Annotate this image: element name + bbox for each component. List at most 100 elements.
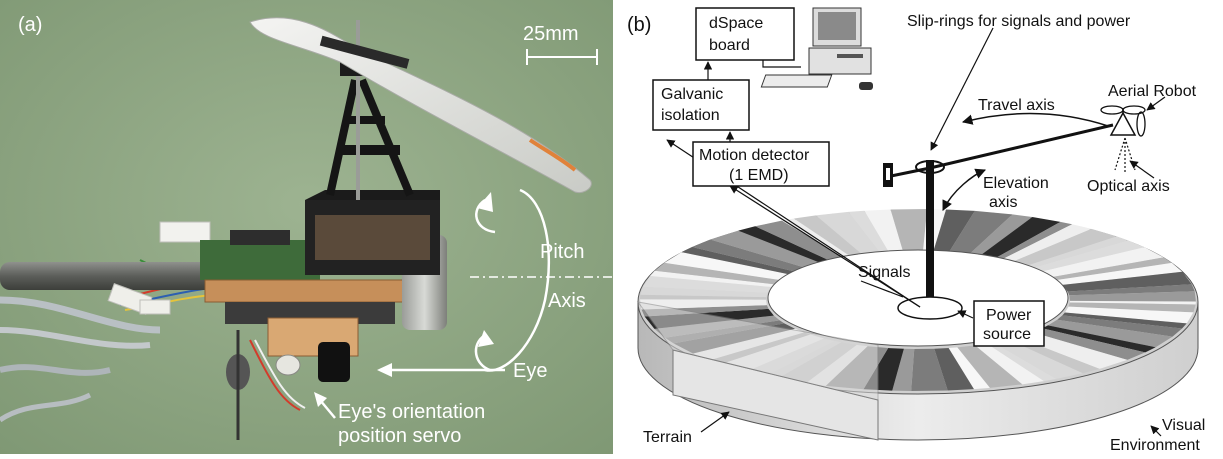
axis-label: Axis [548,290,586,312]
ring-stripe [1057,315,1183,337]
ring-stripe [1062,312,1187,329]
gear [315,215,430,260]
motion-label-line1: Motion detector [699,147,810,164]
galvanic-isolation-box [652,79,750,131]
dspace-board-box [695,7,795,61]
scale-bar [526,49,598,65]
robot-arm [929,123,1114,170]
pitch-label: Pitch [540,241,584,263]
motion-label-line2: (1 EMD) [729,167,789,184]
chip [230,230,290,245]
ring-stripe [933,209,975,253]
ring-stripe [692,239,805,272]
servo-gear [275,354,301,376]
visual-label-line1: Visual [1162,417,1205,434]
rotor-mast [326,78,414,197]
ring-stripe [1068,302,1196,313]
visual-environment-pointer [1150,425,1162,437]
ring-stripe [755,220,844,261]
ring-stripe [980,217,1061,258]
galvanic-label-line1: Galvanic [661,86,723,103]
counterweight-slot [886,168,890,180]
servo-arrowhead [314,392,327,407]
ring-stripe [1064,306,1194,324]
panel-a-label: (a) [18,14,42,36]
ring-stripe [949,210,1013,254]
slip-ring [915,160,945,174]
ring-stripe [654,262,780,285]
ring-stripe [640,299,767,310]
signal-wire-motion [729,185,921,308]
ring-stripe [664,252,789,280]
schematic-panel: (b) [613,0,1223,454]
ring-stripe [892,348,915,391]
ring-stripe [911,348,948,391]
terrain-pointer [700,411,730,433]
ring-stripe [957,345,1023,388]
setup-schematic: (b) [627,7,1205,454]
ring-stripe [1056,262,1183,285]
slip-rings-pointer [930,27,994,151]
ring-stripe [975,343,1045,385]
frame-top [305,190,440,200]
ring-stripe [864,209,904,252]
ring-stripe [1069,291,1196,302]
visual-label-line2: Environment [1110,437,1200,454]
panel-b-label: (b) [627,14,651,36]
photo-panel: (a) 25mm Pitch Axis Eye Eye's orientatio… [0,0,613,454]
ring-stripe [948,347,990,390]
power-source-pointer [957,310,974,319]
signals-label: Signals [858,264,910,281]
power-source-base [897,296,963,320]
boom-tube [0,262,220,290]
galvanic-label-line2: isolation [661,107,720,124]
eye-arrowhead [377,363,392,377]
ring-stripe [848,210,889,253]
ring-stripe [1032,328,1146,360]
elevation-axis-arrow [942,168,986,211]
pitch-arrowhead-bottom [478,330,494,347]
aerial-robot-pointer [1146,96,1166,111]
motion-detector-box [692,141,830,187]
optical-axis-pointer [1129,160,1155,179]
servo-wire-red [249,339,301,411]
ring-stripe [738,226,829,263]
ring-stripe [890,209,928,252]
ring-stripe [1012,228,1117,266]
aerial-robot-icon [1100,105,1146,172]
servo-label-line1: Eye's orientation [338,401,485,423]
central-pole [926,160,934,310]
ring-stripe [1062,271,1192,292]
circuit-board [200,240,320,280]
ring-stripe [1047,319,1173,348]
power-label-line2: source [983,326,1031,343]
connectors [107,221,211,315]
ring-stripe [1067,284,1195,296]
ring-stripe [815,211,880,255]
rotor-blade [249,17,592,194]
servo-arrow [319,399,336,419]
optical-axis-label: Optical axis [1087,178,1170,195]
counterweight-arm [890,166,931,178]
eye-camera [318,342,350,382]
computer-icon [760,7,873,90]
ring-stripe [1002,224,1092,262]
ring-stripe [640,286,768,298]
power-source-box [973,300,1045,347]
power-label-line1: Power [986,307,1032,324]
ring-stripe [1026,236,1128,268]
slip-rings-label: Slip-rings for signals and power [907,13,1131,30]
wooden-platform [204,279,411,303]
scale-bar-label: 25mm [523,23,579,45]
ring-stripe [995,221,1073,260]
ring-stripe [1032,240,1145,272]
ring-stripe [710,230,820,268]
ring-stripe [649,270,775,288]
dspace-label-line2: board [709,37,750,54]
ring-stripe [681,246,795,275]
elevation-label-line1: Elevation [983,175,1049,192]
travel-axis-arrow [961,112,1109,127]
ring-stripe [640,294,767,300]
terrain-label: Terrain [643,429,692,446]
photo-illustration: (a) 25mm Pitch Axis Eye Eye's orientatio… [0,0,613,454]
